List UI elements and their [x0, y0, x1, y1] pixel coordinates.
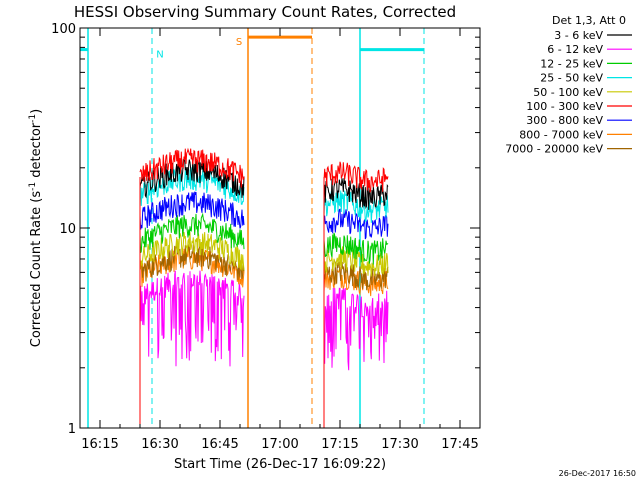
series-trace — [323, 232, 389, 265]
legend-label: 7000 - 20000 keV — [505, 143, 603, 156]
x-axis: 16:15 16:30 16:45 17:00 17:15 17:30 17:45 — [81, 28, 479, 452]
interval-cyan-2 — [359, 28, 425, 428]
series-trace — [323, 208, 389, 240]
interval-S: S — [236, 28, 313, 428]
series-trace — [323, 286, 389, 371]
legend-label: 300 - 800 keV — [526, 114, 603, 127]
legend-title: Det 1,3, Att 0 — [552, 14, 626, 27]
x-tick-label: 16:45 — [201, 437, 238, 452]
series-trace — [323, 161, 389, 193]
plot-area: NS — [80, 28, 425, 428]
legend-label: 6 - 12 keV — [547, 43, 603, 56]
chart-title: HESSI Observing Summary Count Rates, Cor… — [74, 3, 456, 21]
x-tick-label: 16:15 — [81, 437, 118, 452]
legend-item: 25 - 50 keV — [540, 72, 632, 85]
legend-item: 50 - 100 keV — [533, 86, 632, 99]
legend-label: 50 - 100 keV — [533, 86, 603, 99]
legend-label: 25 - 50 keV — [540, 72, 603, 85]
legend-item: 12 - 25 keV — [540, 57, 632, 70]
series-trace — [139, 158, 245, 199]
series-trace — [323, 246, 389, 277]
series-trace — [139, 212, 245, 253]
interval-label: N — [156, 50, 163, 61]
series-trace — [139, 191, 245, 230]
y-tick-label: 100 — [51, 22, 76, 37]
y-axis-label-sup1: -1 — [28, 182, 38, 191]
y-axis-label: Corrected Count Rate (s-1 detector-1) — [28, 109, 44, 347]
y-tick-label: 10 — [59, 222, 76, 237]
series-100-300keV — [139, 147, 389, 428]
y-axis-label-mid: detector — [29, 122, 44, 182]
legend-item: 6 - 12 keV — [547, 43, 632, 56]
series-trace — [139, 231, 245, 271]
y-axis: 1 10 100 — [51, 22, 480, 437]
series-trace — [139, 270, 245, 367]
legend-item: 300 - 800 keV — [526, 114, 632, 127]
interval-label: S — [236, 37, 242, 48]
y-axis-label-sup2: -1 — [28, 114, 38, 123]
x-tick-label: 17:30 — [381, 437, 418, 452]
series-trace — [323, 261, 389, 291]
y-axis-label-main: Corrected Count Rate (s — [29, 191, 44, 348]
legend-item: 800 - 7000 keV — [519, 128, 632, 141]
x-tick-label: 17:15 — [321, 437, 358, 452]
legend-item: 7000 - 20000 keV — [505, 143, 632, 156]
x-tick-label: 17:00 — [261, 437, 298, 452]
x-tick-label: 16:30 — [141, 437, 178, 452]
legend-label: 800 - 7000 keV — [519, 128, 603, 141]
x-tick-label: 17:45 — [441, 437, 478, 452]
series-6-12keV — [139, 270, 389, 428]
legend-label: 3 - 6 keV — [554, 29, 603, 42]
series-trace — [139, 147, 245, 188]
x-axis-label: Start Time (26-Dec-17 16:09:22) — [174, 457, 386, 472]
legend-label: 12 - 25 keV — [540, 57, 603, 70]
y-tick-label: 1 — [68, 422, 76, 437]
series-trace — [323, 178, 389, 210]
legend-item: 3 - 6 keV — [554, 29, 632, 42]
legend-label: 100 - 300 keV — [526, 100, 603, 113]
series-trace — [139, 243, 245, 282]
interval-N: N — [80, 28, 164, 428]
y-axis-label-end: ) — [29, 109, 44, 114]
timestamp: 26-Dec-2017 16:50 — [559, 469, 636, 478]
legend-item: 100 - 300 keV — [526, 100, 632, 113]
